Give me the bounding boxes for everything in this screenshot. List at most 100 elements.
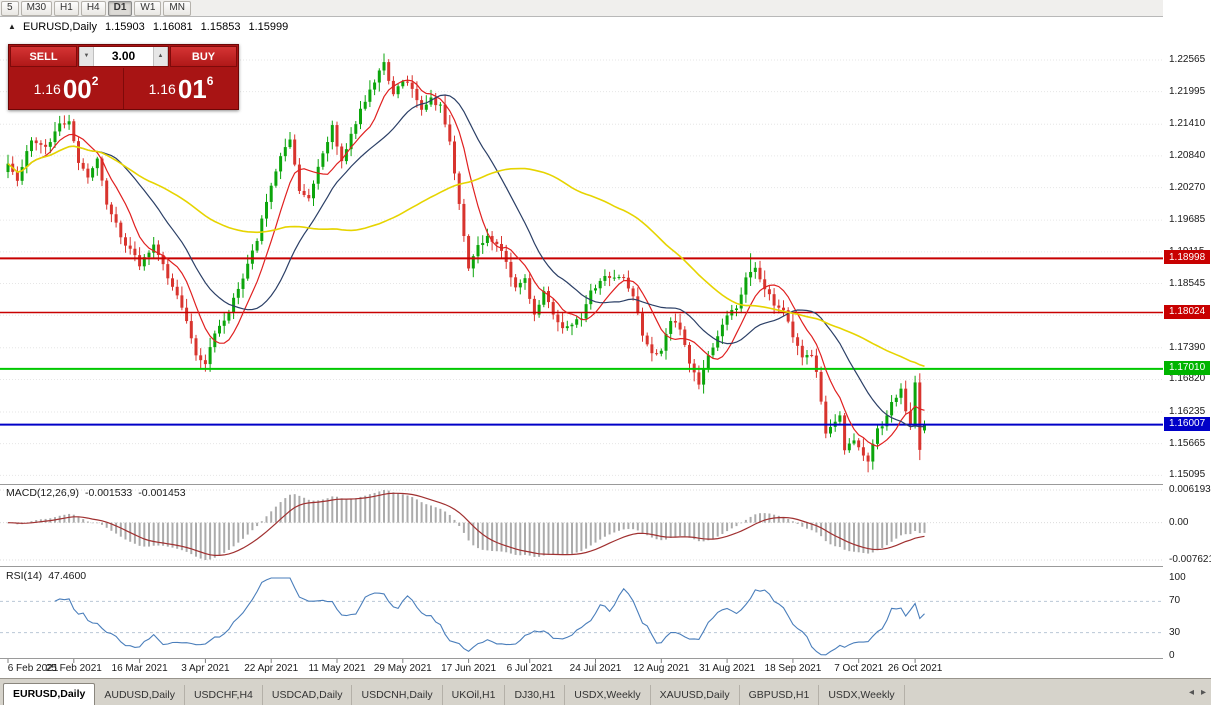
macd-title: MACD(12,26,9) bbox=[6, 487, 79, 499]
price-tag-1.18998: 1.18998 bbox=[1164, 250, 1210, 265]
chart-tab-xauusd-daily[interactable]: XAUUSD,Daily bbox=[651, 685, 740, 705]
buy-price-prefix: 1.16 bbox=[148, 80, 176, 97]
sell-button[interactable]: SELL bbox=[10, 46, 77, 67]
volume-increase-button[interactable]: ▲ bbox=[153, 47, 168, 66]
buy-button[interactable]: BUY bbox=[170, 46, 237, 67]
timeframe-toolbar: 5 M30 H1 H4 D1 W1 MN bbox=[0, 0, 1211, 17]
chart-canvas[interactable] bbox=[0, 18, 1211, 678]
chart-header: ▲ EURUSD,Daily 1.15903 1.16081 1.15853 1… bbox=[8, 21, 288, 33]
price-axis-label: 1.15665 bbox=[1169, 437, 1206, 449]
sell-price[interactable]: 1.16 00 2 bbox=[9, 68, 124, 109]
volume-decrease-button[interactable]: ▼ bbox=[79, 47, 94, 66]
timeframe-button-d1[interactable]: D1 bbox=[107, 0, 133, 16]
chart-tab-audusd-daily[interactable]: AUDUSD,Daily bbox=[95, 685, 185, 705]
chart-tab-usdcnh-daily[interactable]: USDCNH,Daily bbox=[352, 685, 443, 705]
rsi-axis-label: 30 bbox=[1169, 626, 1181, 638]
macd-header: MACD(12,26,9) -0.001533 -0.001453 bbox=[6, 487, 192, 499]
rsi-axis-label: 0 bbox=[1169, 650, 1175, 661]
price-axis-label: 1.19685 bbox=[1169, 214, 1206, 226]
price-axis-label: 1.17390 bbox=[1169, 341, 1206, 353]
time-axis[interactable]: 6 Feb 2021 25 Feb 2021 16 Mar 2021 3 Apr 20… bbox=[0, 663, 1163, 678]
date-axis-label: 6 Feb 2021 bbox=[7, 663, 59, 674]
price-axis-label: 1.16820 bbox=[1169, 373, 1206, 385]
chart-tab-eurusd-daily[interactable]: EURUSD,Daily bbox=[3, 683, 96, 705]
date-axis-label: 18 Sep 2021 bbox=[764, 663, 822, 674]
macd-value-main: -0.001533 bbox=[84, 487, 133, 499]
timeframe-button-m30[interactable]: M30 bbox=[20, 0, 53, 16]
price-axis-label: 1.21995 bbox=[1169, 85, 1206, 97]
date-axis-label: 7 Oct 2021 bbox=[834, 663, 884, 674]
date-axis-label: 3 Apr 2021 bbox=[181, 663, 230, 674]
price-axis-label: 1.22565 bbox=[1169, 53, 1206, 65]
ma-20-line bbox=[7, 94, 925, 428]
rsi-title: RSI(14) bbox=[6, 570, 43, 582]
macd-axis-label: -0.007621 bbox=[1169, 554, 1211, 565]
date-axis-label: 26 Oct 2021 bbox=[887, 663, 943, 674]
rsi-axis-label: 100 bbox=[1169, 572, 1186, 583]
timeframe-button-h1[interactable]: H1 bbox=[54, 0, 79, 16]
timeframe-button-5[interactable]: 5 bbox=[1, 0, 19, 16]
tab-scroll-left-icon[interactable]: ◂ bbox=[1188, 687, 1194, 698]
chart-tab-usdchf-h4[interactable]: USDCHF,H4 bbox=[185, 685, 263, 705]
grid-lines bbox=[0, 59, 1163, 476]
chart-tab-gbpusd-h1[interactable]: GBPUSD,H1 bbox=[740, 685, 820, 705]
macd-signal-line bbox=[7, 492, 925, 557]
price-axis-label: 1.20840 bbox=[1169, 149, 1206, 161]
volume-input[interactable]: 3.00 bbox=[111, 49, 136, 63]
ma-60-line bbox=[7, 145, 925, 368]
one-click-collapse-icon[interactable]: ▲ bbox=[8, 22, 16, 31]
timeframe-button-w1[interactable]: W1 bbox=[134, 0, 162, 16]
macd-axis-label: 0.006193 bbox=[1169, 484, 1211, 495]
price-axis-label: 1.16235 bbox=[1169, 405, 1206, 417]
date-axis-label: 22 Apr 2021 bbox=[244, 663, 299, 674]
sell-price-sup: 2 bbox=[91, 74, 99, 88]
chart-tab-dj30-h1[interactable]: DJ30,H1 bbox=[505, 685, 566, 705]
chart-tab-ukoil-h1[interactable]: UKOil,H1 bbox=[443, 685, 506, 705]
sell-price-prefix: 1.16 bbox=[33, 80, 61, 97]
chart-tab-usdcad-daily[interactable]: USDCAD,Daily bbox=[263, 685, 353, 705]
macd-axis-label: 0.00 bbox=[1169, 516, 1189, 528]
price-tag-1.17010: 1.17010 bbox=[1164, 360, 1210, 375]
date-axis-label: 25 Feb 2021 bbox=[45, 663, 102, 674]
date-axis-label: 24 Jul 2021 bbox=[569, 663, 622, 674]
chart-tab-bar: EURUSD,Daily AUDUSD,Daily USDCHF,H4 USDCAD,… bbox=[0, 678, 1211, 705]
rsi-line bbox=[54, 577, 925, 656]
chart-symbol-label: EURUSD,Daily bbox=[22, 21, 97, 33]
timeframe-button-mn[interactable]: MN bbox=[163, 0, 191, 16]
ma-8-line bbox=[7, 79, 925, 447]
date-axis-label: 12 Aug 2021 bbox=[633, 663, 690, 674]
ohlc-low: 1.15853 bbox=[200, 21, 241, 33]
timeframe-button-h4[interactable]: H4 bbox=[80, 0, 106, 16]
date-axis-label: 29 May 2021 bbox=[373, 663, 432, 674]
date-axis-label: 17 Jun 2021 bbox=[441, 663, 497, 674]
chart-tab-usdx-weekly[interactable]: USDX,Weekly bbox=[819, 685, 905, 705]
macd-value-signal: -0.001453 bbox=[138, 487, 186, 499]
price-axis[interactable]: 1.22565 1.21995 1.21410 1.20840 1.20270 1.196… bbox=[1163, 0, 1211, 678]
tab-scroll-right-icon[interactable]: ▸ bbox=[1200, 687, 1206, 698]
macd-histogram bbox=[7, 490, 926, 560]
ohlc-open: 1.15903 bbox=[105, 21, 145, 33]
price-axis-label: 1.21410 bbox=[1169, 118, 1206, 130]
tab-scroll-arrows: ◂ ▸ bbox=[1182, 687, 1206, 698]
chart-tab-usdx-weekly[interactable]: USDX,Weekly bbox=[565, 685, 651, 705]
candles bbox=[6, 53, 926, 473]
buy-price[interactable]: 1.16 01 6 bbox=[124, 68, 238, 109]
price-axis-label: 1.15095 bbox=[1169, 469, 1206, 481]
price-axis-label: 1.18545 bbox=[1169, 277, 1206, 289]
ohlc-high: 1.16081 bbox=[152, 21, 193, 33]
volume-control: ▼ 3.00 ▲ bbox=[78, 46, 169, 67]
date-axis-label: 6 Jul 2021 bbox=[506, 663, 553, 674]
price-axis-label: 1.20270 bbox=[1169, 181, 1206, 193]
rsi-axis-label: 70 bbox=[1169, 595, 1181, 607]
ohlc-close: 1.15999 bbox=[248, 21, 289, 33]
buy-price-sup: 6 bbox=[206, 74, 214, 88]
rsi-header: RSI(14) 47.4600 bbox=[6, 570, 92, 582]
date-axis-label: 31 Aug 2021 bbox=[699, 663, 756, 674]
date-axis-label: 11 May 2021 bbox=[308, 663, 366, 674]
sell-price-big: 00 bbox=[62, 73, 92, 104]
date-axis-label: 16 Mar 2021 bbox=[111, 663, 168, 674]
one-click-trading-panel: SELL ▼ 3.00 ▲ BUY 1.16 00 2 1.16 01 6 bbox=[8, 44, 239, 110]
price-tag-1.18024: 1.18024 bbox=[1164, 304, 1210, 319]
price-tag-1.16007: 1.16007 bbox=[1164, 416, 1210, 431]
buy-price-big: 01 bbox=[177, 73, 207, 104]
